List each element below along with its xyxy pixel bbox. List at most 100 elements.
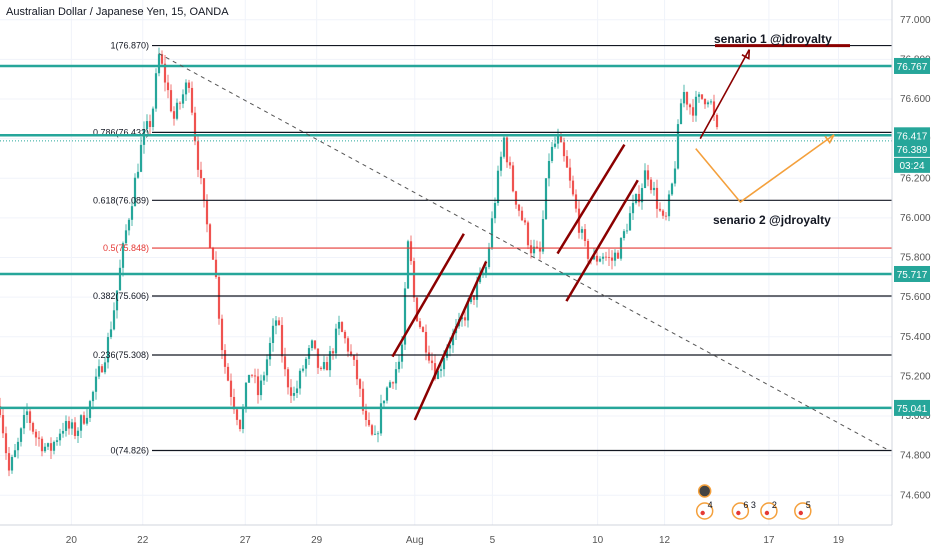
time-axis-tick: 12 <box>659 535 671 546</box>
economic-event-icon <box>731 502 750 520</box>
candle-body <box>304 358 308 369</box>
candle-body <box>43 446 47 452</box>
fib-level-label: 1(76.870) <box>110 41 149 51</box>
economic-event-icon <box>695 502 714 520</box>
candle-body <box>316 348 320 368</box>
candle-body <box>475 282 479 300</box>
candle-body <box>199 169 203 179</box>
candle-body <box>178 102 182 104</box>
price-tag-bg <box>894 57 930 74</box>
candle-body <box>637 193 641 203</box>
candle-body <box>220 318 224 351</box>
candle-body <box>16 441 20 451</box>
candle-body <box>226 366 230 381</box>
price-axis-tick: 76.000 <box>900 213 931 224</box>
candle-body <box>409 241 413 262</box>
candle-body <box>703 98 707 105</box>
candle-body <box>22 414 26 429</box>
candle-body <box>166 82 170 91</box>
scenario-2-label: senario 2 @jdroyalty <box>713 213 831 227</box>
candle-body <box>697 94 701 97</box>
candle-body <box>430 360 434 364</box>
price-axis-tick: 75.000 <box>900 411 931 422</box>
economic-event-dot <box>798 510 803 516</box>
candle-body <box>34 431 38 438</box>
candle-body <box>544 178 548 220</box>
candle-body <box>436 370 440 379</box>
candle-body <box>31 422 35 432</box>
candle-body <box>79 415 83 431</box>
candle-body <box>310 340 314 349</box>
candle-body <box>115 290 119 311</box>
candle-body <box>13 450 17 457</box>
candle-body <box>7 453 11 471</box>
channel-line <box>413 260 488 421</box>
price-tag-text: 75.717 <box>897 270 928 281</box>
candle-body <box>472 295 476 300</box>
candle-body <box>265 359 269 376</box>
candle-body <box>688 104 692 108</box>
candle-body <box>562 142 566 157</box>
candle-body <box>535 246 539 249</box>
candle-body <box>277 320 281 326</box>
candle-body <box>193 112 197 142</box>
candle-body <box>325 362 329 371</box>
scenario-1-label: senario 1 @jdroyalty <box>714 32 832 46</box>
price-axis-tick: 74.800 <box>900 451 931 462</box>
candle-body <box>700 94 704 99</box>
candle-body <box>223 350 227 367</box>
candle-body <box>496 170 500 203</box>
candle-body <box>127 219 131 231</box>
price-axis-tick: 75.400 <box>900 332 931 343</box>
candle-body <box>661 210 665 216</box>
candle-body <box>160 54 164 64</box>
candle-body <box>532 246 536 254</box>
candle-body <box>28 411 32 423</box>
price-axis-tick: 75.600 <box>900 292 931 303</box>
candle-body <box>631 202 635 214</box>
current-price-tag-bg <box>894 141 930 157</box>
economic-event-count: 6 3 <box>743 500 756 510</box>
candle-body <box>91 391 95 402</box>
candle-body <box>343 331 347 339</box>
price-tag-text: 75.041 <box>897 404 928 415</box>
candle-body <box>154 73 158 109</box>
candle-body <box>484 267 488 274</box>
candle-body <box>580 229 584 233</box>
time-axis-tick: 17 <box>763 535 775 546</box>
candle-body <box>613 252 617 261</box>
candle-body <box>328 351 332 371</box>
candle-body <box>382 400 386 404</box>
time-axis-tick: 20 <box>66 535 78 546</box>
candle-body <box>439 369 443 371</box>
candle-body <box>712 101 716 115</box>
candle-body <box>550 146 554 161</box>
candle-body <box>295 388 299 394</box>
candle-body <box>190 87 194 113</box>
candle-body <box>478 274 482 283</box>
channel-line <box>556 143 626 255</box>
candle-body <box>652 187 656 191</box>
candle-body <box>682 92 686 104</box>
candle-body <box>70 422 74 429</box>
candle-body <box>607 256 611 258</box>
candle-body <box>676 124 680 169</box>
candle-body <box>610 257 614 261</box>
price-tag-text: 76.417 <box>897 131 928 142</box>
candle-body <box>307 348 311 359</box>
candle-body <box>97 366 101 377</box>
price-tag-bg <box>894 399 930 416</box>
candle-body <box>100 366 104 373</box>
trendline-dashed <box>158 53 888 451</box>
candle-body <box>58 433 62 441</box>
candle-body <box>229 380 233 397</box>
candle-body <box>505 137 509 163</box>
candle-body <box>604 256 608 258</box>
economic-event-icon <box>794 502 812 520</box>
candle-body <box>256 376 260 396</box>
candle-body <box>403 288 407 345</box>
candle-body <box>121 243 125 268</box>
candle-body <box>169 90 173 112</box>
candle-body <box>463 317 467 321</box>
